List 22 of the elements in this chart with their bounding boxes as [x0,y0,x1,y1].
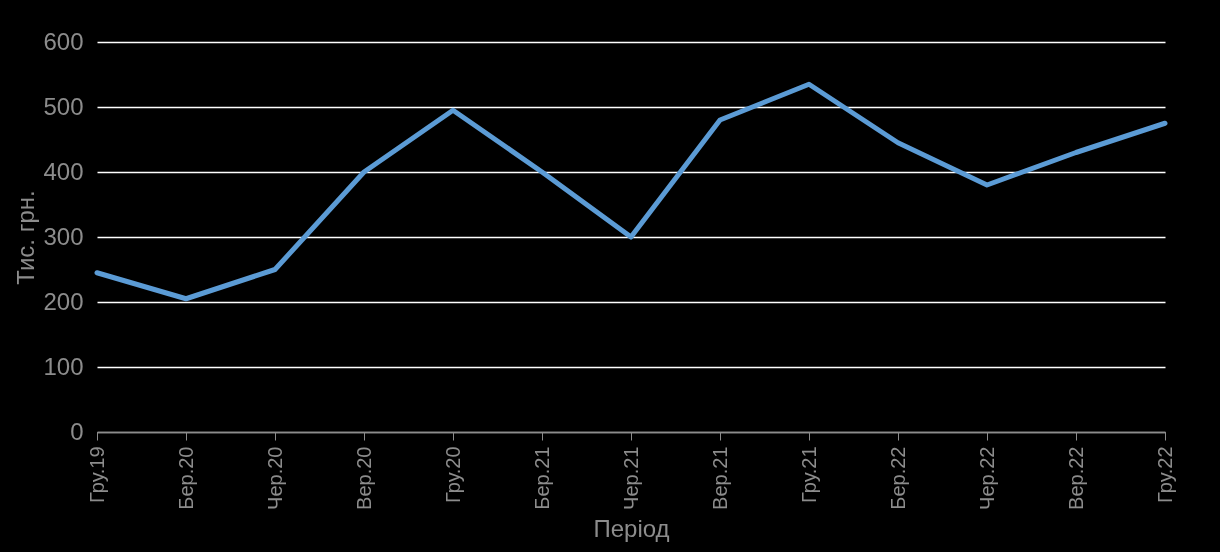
y-tick-label: 200 [43,287,84,315]
x-tick-label: Вер.20 [352,446,375,510]
y-tick-label: 100 [43,352,84,380]
y-tick-label: 300 [43,222,84,250]
x-tick-label: Гру.21 [797,446,820,503]
x-tick-label: Чер.21 [619,446,642,510]
x-tick-label: Гру.22 [1153,446,1176,503]
y-tick-label: 0 [70,417,84,445]
x-tick-label: Вер.21 [708,446,731,510]
y-tick-label: 400 [43,157,84,185]
x-tick-label: Гру.20 [441,446,464,503]
x-tick-label: Бер.21 [530,446,553,510]
y-tick-label: 600 [43,27,84,55]
y-tick-label: 500 [43,92,84,120]
x-tick-label: Чер.20 [263,446,286,510]
x-tick-label: Гру.19 [85,446,108,503]
y-axis-title: Тис. грн. [12,190,40,285]
x-axis-title: Період [593,514,670,542]
x-tick-label: Вер.22 [1064,446,1087,510]
x-tick-label: Бер.22 [886,446,909,510]
x-tick-label: Бер.20 [174,446,197,510]
x-tick-label: Чер.22 [975,446,998,510]
